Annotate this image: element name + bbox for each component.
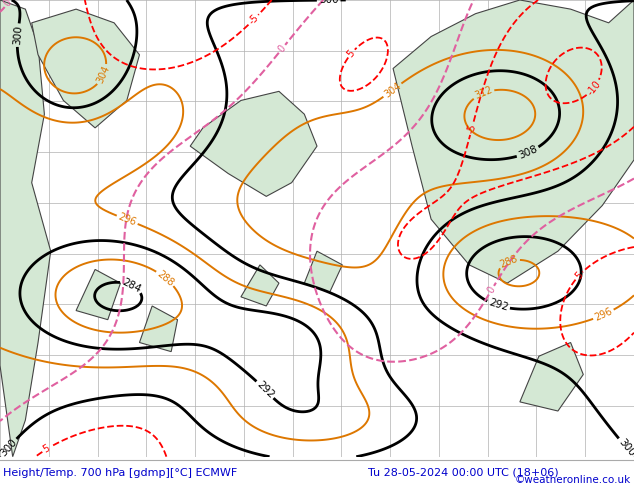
Text: 288: 288 [155, 269, 176, 288]
Polygon shape [304, 251, 342, 292]
Text: 300: 300 [12, 25, 23, 45]
Text: 0: 0 [2, 0, 14, 8]
Text: ©weatheronline.co.uk: ©weatheronline.co.uk [515, 475, 631, 485]
Text: 308: 308 [517, 144, 539, 161]
Text: 0: 0 [276, 43, 288, 54]
Polygon shape [190, 91, 317, 196]
Text: 300: 300 [0, 437, 19, 458]
Polygon shape [32, 9, 139, 128]
Text: 304: 304 [382, 81, 403, 99]
Polygon shape [520, 343, 583, 411]
Text: 284: 284 [120, 277, 143, 294]
Text: 312: 312 [473, 85, 494, 101]
Text: 288: 288 [498, 254, 519, 270]
Text: Height/Temp. 700 hPa [gdmp][°C] ECMWF: Height/Temp. 700 hPa [gdmp][°C] ECMWF [3, 468, 237, 478]
Text: Tu 28-05-2024 00:00 UTC (18+06): Tu 28-05-2024 00:00 UTC (18+06) [368, 468, 559, 478]
Polygon shape [393, 0, 634, 283]
Text: 5: 5 [346, 48, 357, 59]
Polygon shape [241, 265, 279, 306]
Text: -5: -5 [247, 13, 261, 27]
Text: 300: 300 [319, 0, 339, 5]
Text: 5: 5 [41, 443, 52, 455]
Text: 300: 300 [616, 437, 634, 458]
Text: 5: 5 [573, 270, 585, 281]
Polygon shape [139, 306, 178, 352]
Text: -10: -10 [585, 79, 602, 98]
Text: 0: 0 [486, 285, 497, 295]
Polygon shape [0, 0, 51, 457]
Text: 292: 292 [488, 298, 509, 313]
Text: 296: 296 [593, 306, 614, 323]
Text: 296: 296 [117, 212, 138, 228]
Text: 292: 292 [254, 379, 276, 400]
Polygon shape [76, 270, 120, 319]
Text: -5: -5 [466, 122, 478, 134]
Text: 304: 304 [95, 64, 112, 85]
